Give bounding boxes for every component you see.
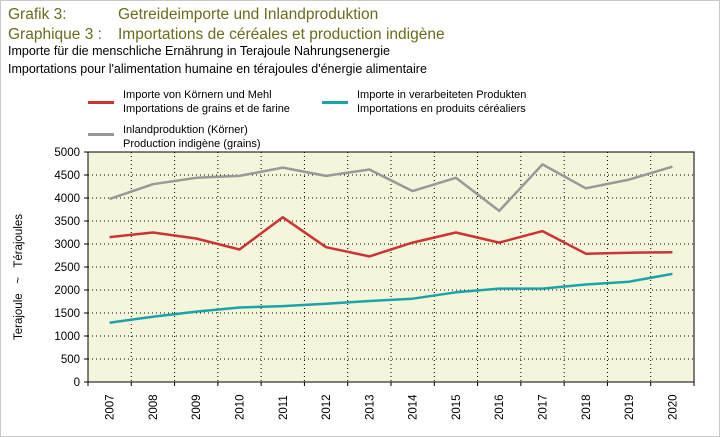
x-tick-label: 2016 [494,394,506,420]
y-tick-label: 4000 [54,193,80,205]
title-fr-label: Graphique 3 : [8,26,102,43]
y-tick-label: 0 [74,377,80,389]
y-tick-label: 1000 [54,331,80,343]
y-tick-label: 500 [61,354,80,366]
subtitle-de: Importe für die menschliche Ernährung in… [8,44,390,58]
plot-area [87,151,695,383]
series-lines [109,163,673,324]
title-fr: Graphique 3 : Importations de céréales et… [8,26,445,44]
y-tick-label: 4500 [54,170,80,182]
x-tick-label: 2019 [624,394,636,420]
legend-swatch-processed [322,101,348,104]
x-tick-label: 2020 [667,394,679,420]
title-de-text: Getreideimporte und Inlandproduktion [118,6,379,23]
legend-label-grains-fr: Importations de grains et de farine [123,103,290,115]
y-tick-label: 2500 [54,262,80,274]
legend-label-processed-de: Importe in verarbeiteten Produkten [357,89,527,101]
y-axis-label: Terajoule ~ Térajoules [13,214,25,340]
title-de: Grafik 3: Getreideimporte und Inlandprodu… [8,6,378,24]
x-tick-label: 2017 [538,394,550,420]
subtitle-fr: Importations pour l'alimentation humaine… [8,62,427,76]
y-axis-ticks: 0 500 1000 1500 2000 2500 3000 3500 4000 4500 5000 [54,147,88,389]
x-tick-label: 2010 [235,394,247,420]
legend-label-domestic-fr: Production indigène (grains) [123,138,261,150]
legend-item-domestic: Inlandproduktion (Körner) Production ind… [123,123,261,151]
x-axis-ticks: 2007 2008 2009 2010 2011 2012 2013 2014 2015 2016… [87,382,695,420]
x-tick-label: 2012 [321,394,333,420]
y-tick-label: 2000 [54,285,80,297]
series-line-0 [109,216,673,258]
legend-swatch-grains [88,101,114,104]
title-fr-text: Importations de céréales et production i… [118,26,445,43]
x-tick-label: 2013 [364,394,376,420]
legend-swatch-domestic [88,133,114,136]
y-tick-label: 5000 [54,147,80,159]
legend-item-grains: Importe von Körnern und Mehl Importation… [123,88,290,116]
title-de-label: Grafik 3: [8,6,67,23]
legend-label-processed-fr: Importations en produits céréaliers [357,103,526,115]
x-tick-label: 2007 [105,394,117,420]
y-tick-label: 3000 [54,239,80,251]
x-tick-label: 2008 [148,394,160,420]
y-tick-label: 1500 [54,308,80,320]
legend-item-processed: Importe in verarbeiteten Produkten Impor… [357,88,526,116]
series-line-1 [109,272,673,324]
x-tick-label: 2009 [191,394,203,420]
y-tick-label: 3500 [54,216,80,228]
x-tick-label: 2015 [451,394,463,420]
legend-label-domestic-de: Inlandproduktion (Körner) [123,124,248,136]
x-tick-label: 2014 [408,394,420,420]
series-line-2 [109,163,673,213]
x-tick-label: 2018 [581,394,593,420]
x-tick-label: 2011 [278,395,290,420]
legend-label-grains-de: Importe von Körnern und Mehl [123,89,272,101]
